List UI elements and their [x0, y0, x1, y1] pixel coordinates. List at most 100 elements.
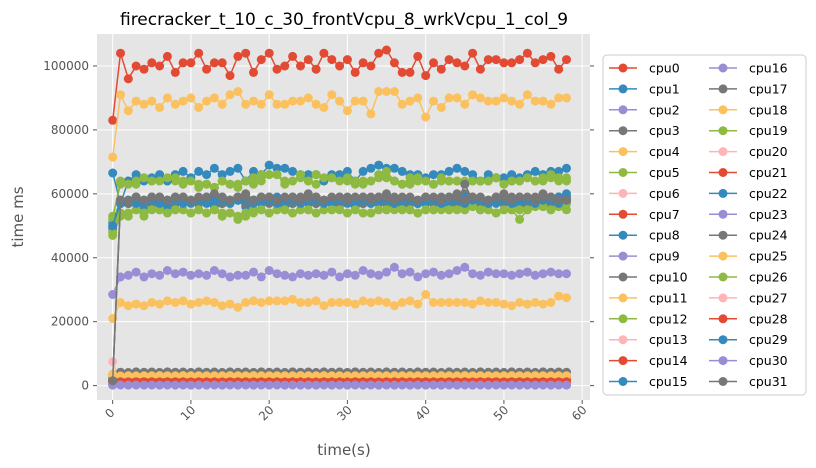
- data-point-cpu30: [178, 380, 188, 390]
- data-point-cpu9: [241, 270, 251, 280]
- data-point-cpu31: [515, 192, 525, 202]
- data-point-cpu25: [342, 371, 352, 381]
- data-point-cpu26: [327, 205, 337, 215]
- x-tick-label: 50: [491, 403, 512, 424]
- data-point-cpu31: [155, 192, 165, 202]
- data-point-cpu24: [460, 179, 470, 189]
- legend-label: cpu1: [649, 81, 680, 96]
- data-point-cpu11: [444, 298, 454, 307]
- legend-item-cpu15: cpu15: [609, 374, 688, 389]
- legend-marker: [618, 356, 628, 366]
- y-axis-label: time ms: [9, 186, 27, 247]
- data-point-cpu18: [116, 90, 125, 100]
- data-point-cpu19: [162, 173, 172, 183]
- data-point-cpu18: [522, 90, 532, 100]
- legend-marker: [718, 84, 728, 94]
- data-point-cpu30: [225, 380, 235, 390]
- data-point-cpu11: [499, 299, 509, 309]
- data-point-cpu30: [350, 380, 360, 390]
- data-point-cpu19: [507, 176, 517, 186]
- data-point-cpu9: [421, 269, 431, 279]
- legend-label: cpu17: [749, 81, 788, 96]
- data-point-cpu26: [342, 208, 352, 218]
- data-point-cpu26: [468, 202, 478, 212]
- data-point-cpu26: [202, 208, 212, 218]
- data-point-cpu18: [405, 96, 415, 106]
- data-point-cpu11: [538, 299, 548, 309]
- data-point-cpu18: [483, 96, 493, 106]
- data-point-cpu18: [515, 99, 525, 109]
- legend-item-cpu28: cpu28: [709, 311, 788, 326]
- legend-label: cpu16: [749, 61, 788, 76]
- legend-item-cpu16: cpu16: [709, 61, 788, 76]
- data-point-cpu25: [249, 371, 258, 381]
- data-point-cpu30: [515, 380, 525, 390]
- data-point-cpu18: [256, 99, 266, 109]
- legend-item-cpu5: cpu5: [609, 165, 680, 180]
- data-point-cpu18: [382, 87, 391, 96]
- data-point-cpu26: [108, 227, 118, 237]
- legend-items: cpu0 cpu1 cpu2 cpu3 cpu4 cpu5 cpu6 cpu7 cpu8 cpu9…: [609, 61, 788, 389]
- data-point-cpu31: [162, 195, 172, 205]
- data-point-cpu30: [530, 380, 540, 390]
- data-point-cpu26: [186, 208, 196, 218]
- data-point-cpu29: [131, 198, 141, 208]
- data-point-cpu30: [335, 380, 345, 390]
- data-point-cpu9: [108, 290, 118, 299]
- data-point-cpu11: [436, 298, 446, 307]
- data-point-cpu18: [350, 96, 360, 106]
- data-point-cpu18: [194, 103, 204, 112]
- data-point-cpu18: [225, 90, 235, 100]
- data-point-cpu30: [131, 380, 141, 390]
- data-point-cpu9: [209, 266, 219, 275]
- data-point-cpu18: [303, 93, 313, 103]
- legend-item-cpu4: cpu4: [609, 144, 680, 159]
- chart-title: firecracker_t_10_c_30_frontVcpu_8_wrkVcp…: [120, 10, 568, 30]
- data-point-cpu0: [499, 58, 509, 68]
- data-point-cpu0: [147, 58, 157, 68]
- data-point-cpu25: [436, 371, 446, 381]
- data-point-cpu26: [170, 205, 180, 215]
- data-point-cpu19: [389, 176, 399, 186]
- legend-label: cpu18: [749, 102, 788, 117]
- data-point-cpu8: [554, 166, 564, 176]
- data-point-cpu11: [389, 301, 399, 311]
- data-point-cpu25: [186, 371, 196, 381]
- data-point-cpu26: [288, 208, 298, 218]
- data-point-cpu0: [241, 48, 251, 58]
- data-point-cpu18: [123, 106, 133, 116]
- data-point-cpu11: [468, 299, 478, 309]
- data-point-cpu30: [483, 380, 493, 390]
- data-point-cpu31: [389, 195, 399, 205]
- data-point-cpu11: [272, 296, 282, 306]
- data-point-cpu8: [499, 173, 509, 183]
- data-point-cpu30: [460, 380, 470, 390]
- data-point-cpu26: [249, 205, 258, 215]
- data-point-cpu26: [389, 205, 399, 215]
- legend-marker: [718, 188, 728, 198]
- data-point-cpu26: [272, 205, 282, 215]
- data-point-cpu18: [209, 93, 219, 103]
- data-point-cpu9: [280, 270, 290, 280]
- data-point-cpu19: [249, 173, 258, 183]
- data-point-cpu9: [358, 266, 368, 275]
- data-point-cpu19: [382, 166, 391, 176]
- data-point-cpu30: [382, 380, 391, 390]
- data-point-cpu30: [421, 380, 431, 390]
- data-point-cpu8: [374, 160, 384, 170]
- data-point-cpu31: [170, 192, 180, 202]
- data-point-cpu11: [170, 298, 180, 307]
- data-point-cpu11: [217, 301, 227, 311]
- data-point-cpu0: [217, 58, 227, 68]
- data-point-cpu8: [131, 170, 141, 180]
- data-point-cpu30: [311, 380, 321, 390]
- data-point-cpu11: [280, 296, 290, 306]
- legend-item-cpu13: cpu13: [609, 332, 688, 347]
- data-point-cpu0: [256, 55, 266, 65]
- data-point-cpu19: [303, 176, 313, 186]
- data-point-cpu26: [429, 205, 438, 215]
- data-point-cpu19: [288, 176, 298, 186]
- data-point-cpu5: [405, 179, 415, 189]
- data-point-cpu18: [366, 109, 376, 119]
- data-point-cpu26: [131, 205, 141, 215]
